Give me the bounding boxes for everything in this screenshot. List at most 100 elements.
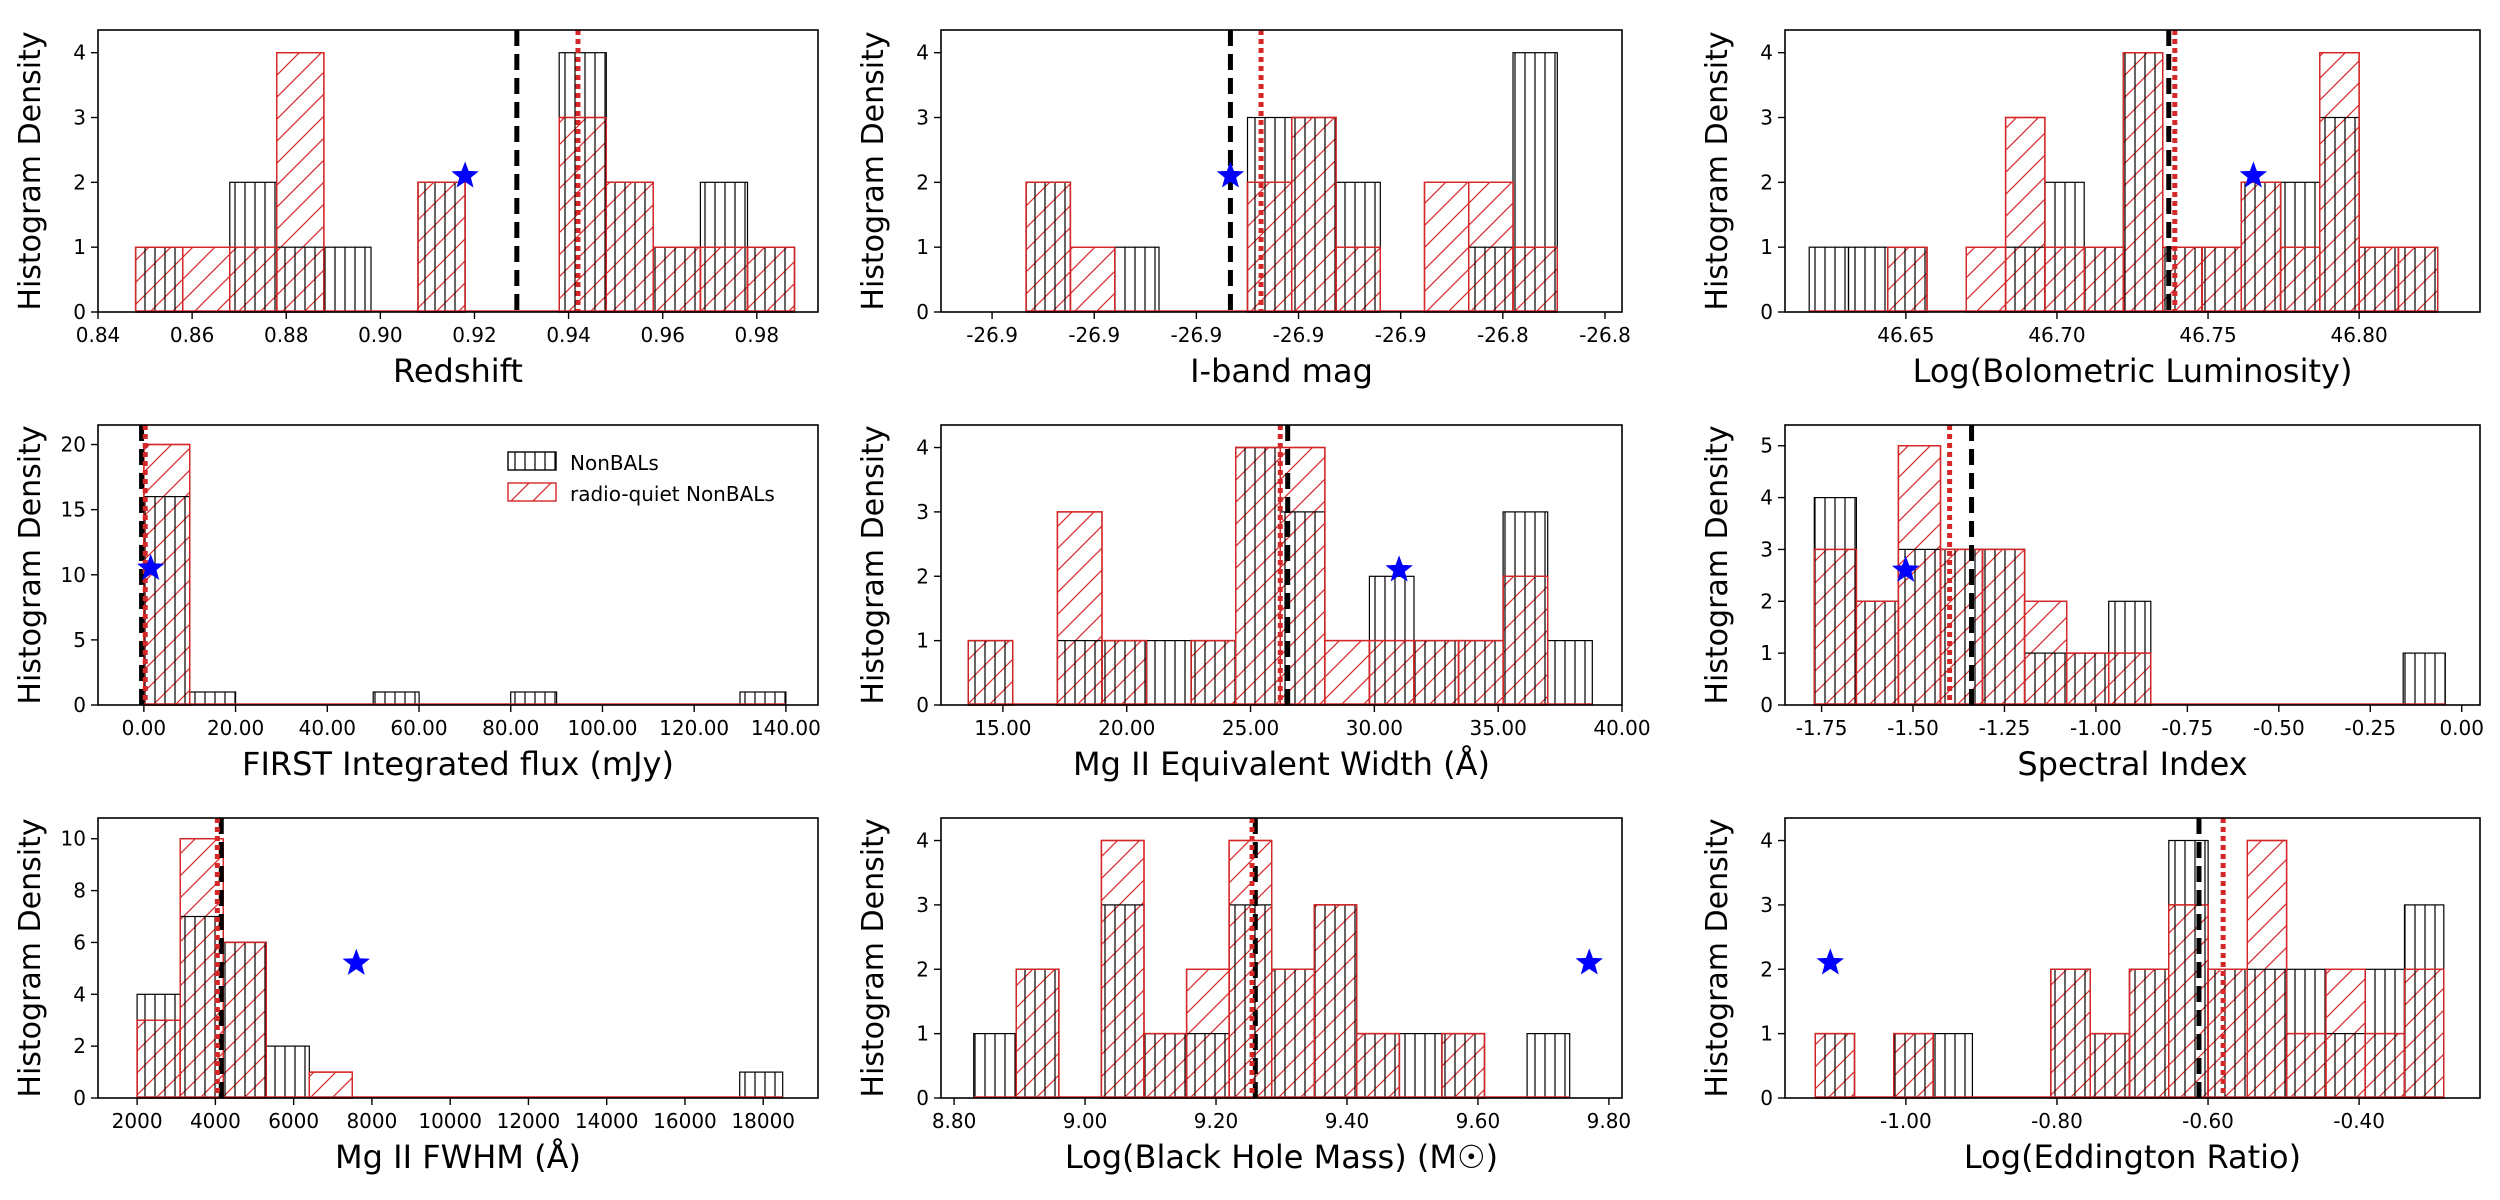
x-tick-label: 12000	[497, 1109, 561, 1133]
x-tick-label: 0.90	[358, 323, 403, 347]
y-tick-label: 1	[1760, 1022, 1773, 1046]
x-tick-label: 0.86	[170, 323, 215, 347]
bar-nonbal	[1190, 639, 1237, 706]
bar-nonbal	[1185, 1032, 1230, 1099]
histogram-panel-3: 46.65 46.70 46.75 46.80 0 1 2 3 4 Log(Bolometric …	[1700, 29, 2481, 390]
x-axis-label: FIRST Integrated flux (mJy)	[242, 745, 674, 783]
bar-radioquiet	[181, 246, 231, 313]
x-tick-label: 40.00	[299, 716, 356, 740]
y-tick-label: 1	[1760, 235, 1773, 259]
y-tick-label: 4	[73, 982, 86, 1006]
x-tick-label: 0.92	[452, 323, 497, 347]
bar-nonbal	[558, 52, 607, 313]
x-tick-label: 0.94	[546, 323, 591, 347]
x-tick-label: 16000	[653, 1109, 717, 1133]
bar-nonbal	[2402, 652, 2446, 706]
y-tick-label: 0	[916, 300, 929, 324]
y-axis-label: Histogram Density	[856, 31, 891, 310]
bar-nonbal	[1441, 1032, 1486, 1099]
x-tick-label: 2000	[112, 1109, 163, 1133]
star-marker	[1575, 948, 1603, 975]
bar-nonbal	[2246, 968, 2288, 1099]
x-tick-label: -1.00	[2070, 716, 2122, 740]
legend: NonBALs radio-quiet NonBALs	[507, 451, 775, 506]
x-tick-label: -26.9	[1375, 323, 1427, 347]
x-axis-label: Log(Bolometric Luminosity)	[1913, 352, 2353, 390]
x-tick-label: 46.75	[2179, 323, 2236, 347]
x-tick-label: 0.84	[76, 323, 121, 347]
y-tick-label: 2	[1760, 170, 1773, 194]
x-axis-label: Spectral Index	[2017, 745, 2247, 783]
bar-radioquiet	[1423, 181, 1470, 313]
y-tick-label: 2	[1760, 589, 1773, 613]
bar-nonbal	[1457, 639, 1504, 706]
x-tick-label: 20.00	[1098, 716, 1155, 740]
y-tick-label: 3	[73, 106, 86, 130]
x-tick-label: 80.00	[482, 716, 539, 740]
bar-nonbal	[746, 246, 796, 313]
bar-nonbal	[1413, 639, 1460, 706]
y-axis-label: Histogram Density	[856, 425, 891, 704]
bar-nonbal	[1101, 639, 1148, 706]
bar-nonbal	[265, 1045, 310, 1099]
bar-nonbal	[1547, 639, 1593, 706]
x-axis-label: Log(Black Hole Mass) (M☉)	[1065, 1138, 1498, 1176]
x-tick-label: -1.00	[1880, 1109, 1932, 1133]
x-tick-label: 9.80	[1587, 1109, 1632, 1133]
y-axis-label: Histogram Density	[13, 818, 48, 1097]
bar-radioquiet	[308, 1071, 353, 1099]
x-axis-label: Mg II Equivalent Width (Å)	[1073, 745, 1490, 783]
bar-nonbal	[1939, 548, 1984, 706]
x-tick-label: 20.00	[207, 716, 264, 740]
bar-nonbal	[2168, 839, 2209, 1099]
y-tick-label: 6	[73, 930, 86, 954]
y-tick-label: 10	[61, 827, 86, 851]
x-tick-label: -26.9	[1171, 323, 1223, 347]
bar-nonbal	[2089, 1032, 2131, 1099]
x-tick-label: 10000	[418, 1109, 482, 1133]
y-tick-label: 0	[916, 1086, 929, 1110]
bar-nonbal	[323, 246, 372, 313]
x-tick-label: 120.00	[659, 716, 729, 740]
x-tick-label: 0.96	[640, 323, 685, 347]
y-tick-label: 0	[73, 300, 86, 324]
bar-nonbal	[1932, 1032, 1973, 1099]
bar-nonbal	[2358, 246, 2400, 313]
y-axis-label: Histogram Density	[13, 425, 48, 704]
y-tick-label: 4	[916, 829, 929, 853]
x-tick-label: 14000	[575, 1109, 639, 1133]
x-tick-label: -0.50	[2253, 716, 2305, 740]
x-tick-label: -0.40	[2333, 1109, 2385, 1133]
x-tick-label: -26.8	[1579, 323, 1631, 347]
bar-nonbal	[652, 246, 701, 313]
y-axis-label: Histogram Density	[1700, 818, 1735, 1097]
y-tick-label: 0	[916, 693, 929, 717]
legend-swatch-radioquiet	[507, 482, 557, 502]
bar-nonbal	[2403, 904, 2445, 1099]
bar-nonbal	[2397, 246, 2439, 313]
x-axis-label: Mg II FWHM (Å)	[335, 1138, 581, 1176]
x-tick-label: -1.25	[1979, 716, 2031, 740]
x-tick-label: 140.00	[751, 716, 821, 740]
y-tick-label: 0	[1760, 300, 1773, 324]
bar-nonbal	[135, 246, 184, 313]
x-tick-label: 0.88	[264, 323, 309, 347]
bar-nonbal	[1887, 246, 1928, 313]
y-tick-label: 20	[61, 433, 86, 457]
x-tick-label: 9.20	[1194, 1109, 1239, 1133]
y-tick-label: 0	[73, 1086, 86, 1110]
y-tick-label: 15	[61, 498, 86, 522]
x-tick-label: 15.00	[974, 716, 1031, 740]
axes-frame	[97, 817, 819, 1099]
star-marker	[1816, 948, 1845, 975]
histogram-panel-9: -1.00 -0.80 -0.60 -0.40 0 1 2 3 4 Log(Eddington R…	[1700, 817, 2481, 1176]
y-tick-label: 3	[1760, 106, 1773, 130]
x-tick-label: -0.80	[2031, 1109, 2083, 1133]
x-tick-label: 8.80	[932, 1109, 977, 1133]
bar-nonbal	[1808, 246, 1850, 313]
x-tick-label: -26.9	[1273, 323, 1325, 347]
x-axis-label: I-band mag	[1190, 352, 1373, 390]
x-tick-label: 4000	[190, 1109, 241, 1133]
bar-nonbal	[739, 1071, 784, 1099]
